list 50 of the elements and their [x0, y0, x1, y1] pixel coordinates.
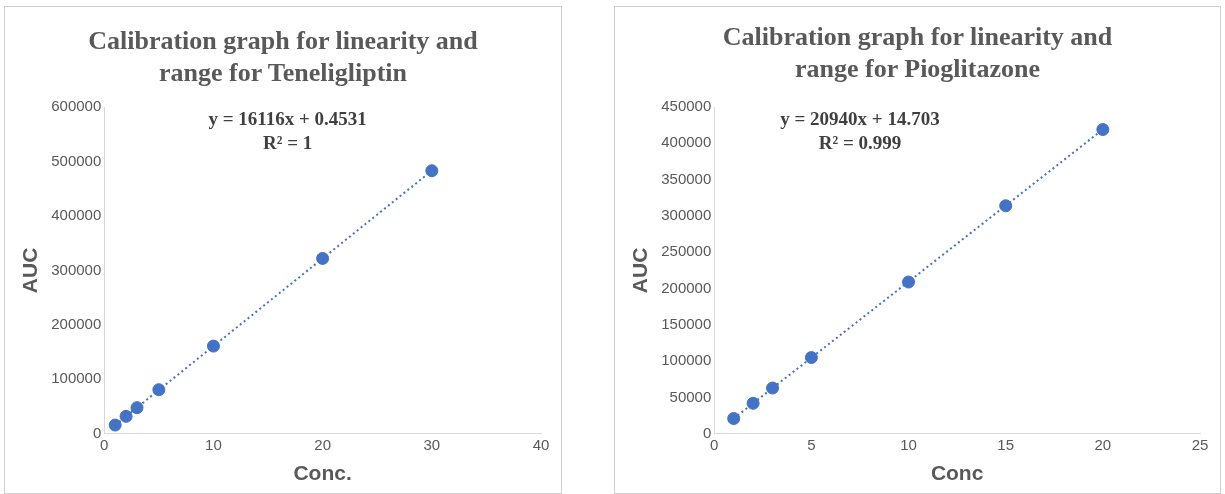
x-tick-label: 20 — [314, 435, 331, 453]
point — [727, 412, 741, 426]
x-tick-label: 30 — [423, 435, 441, 453]
point — [316, 251, 330, 265]
point — [1096, 123, 1110, 137]
y-tick-label: 200000 — [661, 278, 712, 296]
y-tick-label: 150000 — [661, 315, 712, 333]
y-tick-label: 450000 — [661, 97, 712, 115]
y-tick-label: 100000 — [661, 351, 712, 369]
x-tick-label: 10 — [900, 435, 917, 453]
y-tick-label: 200000 — [51, 315, 102, 333]
x-tick-label: 25 — [1191, 435, 1209, 453]
annotation: R² = 1 — [263, 132, 313, 154]
point — [902, 275, 916, 289]
point — [766, 381, 780, 395]
point — [108, 418, 122, 432]
annotation: y = 16116x + 0.4531 — [208, 108, 367, 130]
y-tick-label: 100000 — [51, 369, 102, 387]
point — [746, 396, 760, 410]
y-axis-title: AUC — [18, 247, 42, 294]
y-tick-label: 50000 — [669, 387, 712, 405]
y-tick-label: 250000 — [661, 242, 712, 260]
point — [152, 383, 166, 397]
point — [130, 401, 144, 415]
point — [804, 351, 818, 365]
y-tick-label: 0 — [92, 423, 102, 441]
y-tick-label: 600000 — [51, 97, 102, 115]
x-tick-label: 20 — [1094, 435, 1112, 453]
x-tick-label: 5 — [807, 435, 816, 453]
point — [425, 164, 439, 178]
y-tick-label: 300000 — [661, 206, 712, 224]
chart-title: Calibration graph for linearity and range for Teneligliptin — [87, 25, 479, 89]
x-tick-label: 10 — [205, 435, 222, 453]
point — [119, 409, 133, 423]
point — [999, 199, 1013, 213]
x-axis-title: Conc. — [293, 461, 352, 485]
x-tick-label: 40 — [532, 435, 550, 453]
y-tick-label: 300000 — [51, 260, 102, 278]
y-tick-label: 350000 — [661, 169, 712, 187]
annotation: y = 20940x + 14.703 — [780, 108, 940, 130]
x-tick-label: 15 — [997, 435, 1015, 453]
y-tick-label: 400000 — [51, 206, 102, 224]
y-tick-label: 0 — [702, 423, 712, 441]
y-axis-title: AUC — [628, 247, 652, 294]
x-axis-title: Conc — [930, 461, 984, 485]
point — [206, 339, 220, 353]
annotation: R² = 0.999 — [818, 132, 902, 154]
y-tick-label: 400000 — [661, 133, 712, 151]
chart-title: Calibration graph for linearity and range for Pioglitazone — [721, 21, 1114, 85]
y-tick-label: 500000 — [51, 151, 102, 169]
